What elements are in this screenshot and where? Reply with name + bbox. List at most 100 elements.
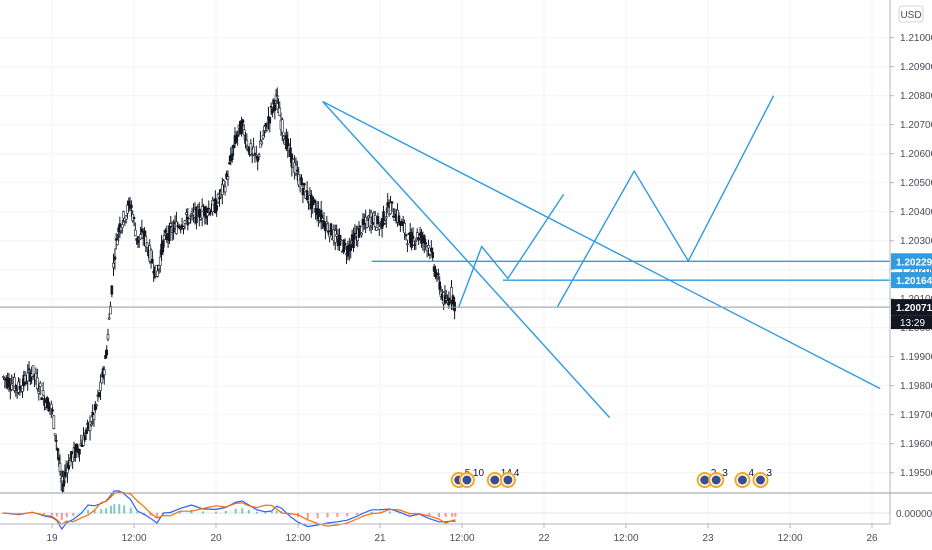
candle-body — [218, 197, 221, 200]
currency-box[interactable] — [898, 5, 924, 23]
price-tick-label: 1.20600 — [900, 149, 932, 160]
event-badge-count: 4 — [748, 468, 754, 479]
flag-icon — [503, 475, 513, 485]
candle-body — [27, 368, 31, 371]
macd-histogram-bar — [264, 512, 267, 514]
candle-body — [41, 390, 45, 396]
drawing-layer[interactable] — [0, 95, 890, 419]
candle-body — [207, 207, 211, 210]
candle-body — [21, 385, 24, 392]
candle-body — [107, 317, 111, 320]
macd-histogram-bar — [18, 513, 21, 515]
trend-line[interactable] — [322, 100, 881, 390]
price-tick-label: 1.20800 — [900, 91, 932, 102]
candle-body — [222, 180, 226, 186]
candle-body — [415, 232, 419, 238]
candle-body — [448, 301, 452, 304]
time-tick-label: 22 — [538, 533, 550, 544]
candle-body — [126, 204, 129, 214]
flag-icon — [737, 475, 747, 485]
flag-icon — [490, 475, 500, 485]
candle-body — [57, 457, 61, 461]
price-tick-label: 1.20700 — [900, 120, 932, 131]
candle-body — [172, 227, 175, 233]
candle-body — [130, 204, 133, 209]
time-tick-label: 23 — [702, 533, 714, 544]
candle-body — [187, 218, 191, 223]
macd-histogram-bar — [51, 513, 53, 516]
candle-body — [157, 265, 161, 270]
candle-body — [242, 129, 246, 136]
candle-body — [235, 135, 238, 142]
event-badges[interactable]: 510144234332310320 — [450, 443, 932, 488]
candle-body — [373, 214, 377, 227]
current-price-tag-bg — [891, 299, 932, 316]
grid — [0, 0, 890, 524]
candle-body — [434, 269, 437, 277]
flag-icon — [755, 475, 765, 485]
macd-histogram-bar — [93, 510, 96, 514]
candle-body — [109, 305, 112, 315]
candle-body — [14, 385, 18, 390]
lower-ray-price-tag: 1.20164 — [896, 276, 932, 287]
candle-body — [383, 220, 387, 224]
macd-histogram-bar — [247, 509, 250, 514]
candle-body — [451, 295, 455, 305]
projection-path[interactable] — [458, 193, 565, 308]
candle-body — [158, 256, 162, 266]
candle-body — [411, 235, 415, 239]
candle-body — [74, 446, 77, 458]
macd-histogram-bar — [234, 508, 237, 514]
price-tick-label: 1.19500 — [900, 468, 932, 479]
candle-body — [385, 216, 388, 219]
candle-body — [230, 153, 234, 161]
macd-histogram-bar — [356, 513, 359, 515]
projection-path[interactable] — [556, 95, 775, 308]
candle-body — [175, 221, 178, 234]
candle-body — [438, 281, 441, 290]
trend-line[interactable] — [322, 101, 611, 419]
candle-body — [256, 156, 259, 162]
candle-body — [197, 208, 201, 218]
candle-body — [145, 242, 149, 248]
candle-body — [241, 119, 245, 124]
candle-body — [151, 258, 154, 264]
candle-body — [278, 107, 282, 116]
candle-body — [265, 127, 269, 131]
candle-body — [264, 122, 268, 128]
macd-histogram-bar — [60, 513, 63, 520]
price-tick-label: 1.20900 — [900, 62, 932, 73]
candle-body — [289, 147, 292, 158]
macd-histogram-bar — [326, 513, 329, 518]
candle-body — [162, 235, 166, 241]
flag-icon — [700, 475, 710, 485]
candle-body — [226, 176, 230, 180]
candle-body — [359, 225, 362, 228]
time-tick-label: 12:00 — [449, 533, 474, 544]
candle-body — [56, 448, 59, 451]
macd-histogram-bar — [256, 511, 258, 514]
macd-histogram-bar — [155, 513, 158, 518]
candle-body — [68, 460, 72, 467]
price-tick-label: 1.21000 — [900, 33, 932, 44]
candle-body — [50, 403, 53, 410]
time-tick-label: 12:00 — [285, 533, 310, 544]
countdown-bg — [891, 315, 932, 330]
candle-body — [325, 221, 329, 224]
candle-body — [177, 225, 181, 229]
event-badge-count: 3 — [722, 468, 728, 479]
candle-body — [294, 164, 298, 174]
candle-body — [428, 254, 432, 256]
candle-body — [106, 334, 110, 340]
candle-body — [90, 424, 93, 426]
candle-body — [245, 139, 249, 146]
candle-body — [389, 202, 392, 215]
macd-histogram-bar — [118, 504, 121, 514]
candle-body — [185, 212, 188, 215]
candle-body — [435, 277, 439, 280]
macd-histogram-bar — [270, 512, 273, 514]
macd-histogram-bar — [241, 508, 244, 514]
candle-body — [252, 146, 255, 156]
